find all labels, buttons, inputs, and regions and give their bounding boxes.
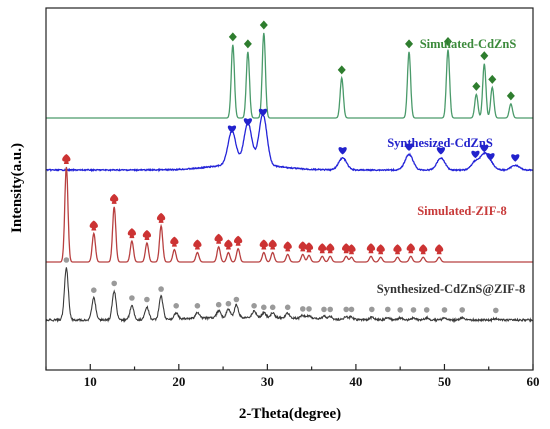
heart-peak-marker xyxy=(471,150,480,159)
diamond-peak-marker xyxy=(472,81,481,91)
spade-peak-marker xyxy=(419,244,428,255)
spade-peak-marker xyxy=(62,154,71,164)
heart-peak-marker xyxy=(258,108,268,117)
diamond-peak-marker xyxy=(259,20,268,30)
circle-peak-marker xyxy=(300,306,306,312)
heart-peak-marker xyxy=(338,147,347,155)
circle-peak-marker xyxy=(385,306,391,313)
circle-peak-marker xyxy=(410,307,417,313)
series-label: Simulated-ZIF-8 xyxy=(417,204,507,218)
series-label: Simulated-CdZnS xyxy=(420,37,517,51)
heart-peak-marker xyxy=(480,144,489,153)
plot-area: Simulated-CdZnS Synthesized-CdZnS Simulate… xyxy=(45,20,534,324)
series-label: Synthesized-CdZnS xyxy=(387,136,493,150)
heart-peak-marker xyxy=(436,147,446,155)
spade-peak-marker xyxy=(393,244,402,255)
diamond-peak-marker xyxy=(405,39,414,49)
circle-peak-marker xyxy=(251,303,257,309)
diamond-peak-marker xyxy=(506,91,515,101)
circle-peak-marker xyxy=(397,307,404,313)
heart-peak-marker xyxy=(511,154,520,162)
spade-peak-marker xyxy=(224,239,233,250)
series-line xyxy=(45,267,534,324)
spade-peak-marker xyxy=(283,241,292,252)
heart-peak-marker xyxy=(486,153,495,161)
circle-peak-marker xyxy=(158,286,164,292)
circle-peak-marker xyxy=(343,306,350,313)
circle-peak-marker xyxy=(493,307,499,314)
diamond-peak-marker xyxy=(337,65,346,75)
circle-peak-marker xyxy=(173,303,179,309)
spade-peak-marker xyxy=(156,212,166,223)
circle-peak-marker xyxy=(63,257,70,263)
spade-peak-marker xyxy=(304,242,314,253)
spade-peak-marker xyxy=(406,243,415,254)
spade-peak-marker xyxy=(170,236,179,247)
spade-peak-marker xyxy=(347,244,356,255)
x-tick-label: 30 xyxy=(261,374,274,389)
plot-frame xyxy=(45,7,534,371)
spade-peak-marker xyxy=(89,220,98,231)
circle-peak-marker xyxy=(284,304,291,311)
circle-peak-marker xyxy=(441,307,448,313)
heart-peak-marker xyxy=(243,118,253,126)
circle-peak-marker xyxy=(327,306,334,313)
circle-peak-marker xyxy=(423,307,430,313)
circle-peak-marker xyxy=(369,306,375,313)
circle-peak-marker xyxy=(144,296,150,303)
x-tick-label: 10 xyxy=(84,374,97,389)
circle-peak-marker xyxy=(111,280,117,287)
circle-peak-marker xyxy=(225,300,232,307)
diamond-peak-marker xyxy=(480,51,489,61)
circle-peak-marker xyxy=(129,295,135,301)
spade-peak-marker xyxy=(234,235,243,246)
spade-peak-marker xyxy=(214,233,223,244)
circle-peak-marker xyxy=(348,306,355,313)
spade-peak-marker xyxy=(127,228,137,239)
circle-peak-marker xyxy=(269,304,276,311)
circle-peak-marker xyxy=(306,306,312,312)
x-tick-label: 60 xyxy=(527,374,540,389)
series-line xyxy=(45,113,534,173)
axes: 10 20 30 40 50 60 xyxy=(45,7,540,389)
spade-peak-marker xyxy=(435,244,444,255)
circle-peak-marker xyxy=(321,306,327,313)
spade-peak-marker xyxy=(326,243,335,254)
series-line xyxy=(46,32,533,119)
spade-peak-marker xyxy=(318,243,327,254)
spade-peak-marker xyxy=(268,239,277,250)
circle-peak-marker xyxy=(91,287,97,294)
spade-peak-marker xyxy=(259,239,268,250)
circle-peak-marker xyxy=(194,303,201,309)
series-label: Synthesized-CdZnS@ZIF-8 xyxy=(377,282,525,296)
diamond-peak-marker xyxy=(228,32,237,42)
spade-peak-marker xyxy=(298,241,307,252)
circle-peak-marker xyxy=(261,304,267,311)
circle-peak-marker xyxy=(459,307,466,313)
spade-peak-marker xyxy=(376,244,385,255)
diamond-peak-marker xyxy=(243,39,252,49)
spade-peak-marker xyxy=(366,243,376,254)
x-axis-title: 2-Theta(degree) xyxy=(239,406,341,422)
series-line xyxy=(46,166,533,263)
circle-peak-marker xyxy=(215,301,222,308)
diamond-peak-marker xyxy=(443,37,452,47)
y-axis-title: Intensity(a.u.) xyxy=(9,143,25,233)
heart-peak-marker xyxy=(404,143,414,151)
x-tick-label: 20 xyxy=(172,374,185,389)
x-tick-label: 50 xyxy=(438,374,451,389)
spade-peak-marker xyxy=(342,243,351,254)
x-tick-label: 40 xyxy=(349,374,362,389)
diamond-peak-marker xyxy=(488,74,497,84)
spade-peak-marker xyxy=(142,230,152,240)
heart-peak-marker xyxy=(227,125,237,133)
spade-peak-marker xyxy=(110,193,119,204)
spade-peak-marker xyxy=(193,239,202,250)
circle-peak-marker xyxy=(233,296,240,303)
